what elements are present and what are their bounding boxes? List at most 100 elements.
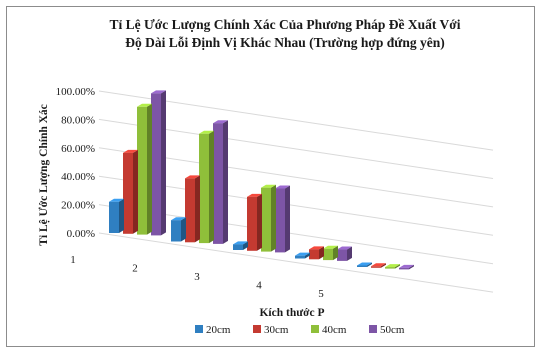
chart-svg: Tỉ Lệ Ước Lượng Chính Xác Của Phương Phá… — [37, 17, 494, 336]
bar-20cm-cat-5 — [357, 262, 372, 267]
x-tick-label: 3 — [194, 271, 200, 283]
bar-side — [367, 262, 372, 267]
bar-front — [151, 93, 161, 236]
bar-top — [185, 175, 200, 179]
bar-top — [213, 120, 228, 124]
bar-side — [271, 184, 276, 252]
bars — [109, 90, 414, 270]
bar-50cm-cat-1 — [151, 90, 166, 236]
bar-50cm-cat-2 — [213, 120, 228, 244]
chart-title-line-1: Tỉ Lệ Ước Lượng Chính Xác Của Phương Phá… — [109, 17, 460, 32]
bar-top — [233, 241, 248, 245]
y-tick-label: 20.00% — [61, 200, 95, 212]
bar-side — [305, 252, 310, 259]
bar-front — [199, 133, 209, 244]
legend: 20cm 30cm 40cm 50cm — [195, 324, 405, 336]
bar-front — [185, 178, 195, 243]
legend-item-30cm: 30cm — [253, 324, 289, 336]
legend-item-20cm: 20cm — [195, 324, 231, 336]
y-tick-label: 0.00% — [67, 228, 95, 240]
bar-30cm-cat-4 — [309, 246, 324, 260]
bar-20cm-cat-1 — [109, 198, 124, 233]
legend-swatch — [369, 325, 377, 333]
bar-30cm-cat-2 — [185, 175, 200, 243]
bar-front — [171, 220, 181, 242]
bar-side — [161, 90, 166, 236]
legend-item-50cm: 50cm — [369, 324, 405, 336]
bar-top — [109, 198, 124, 202]
bar-side — [119, 198, 124, 233]
bar-40cm-cat-4 — [323, 245, 338, 261]
x-tick-label: 4 — [256, 280, 262, 292]
bar-side — [209, 130, 214, 244]
legend-item-40cm: 40cm — [311, 324, 347, 336]
bar-40cm-cat-1 — [137, 103, 152, 235]
bar-front — [385, 267, 395, 269]
bar-front — [295, 255, 305, 259]
bar-50cm-cat-5 — [399, 264, 414, 270]
y-tick-labels: 0.00% 20.00% 40.00% 60.00% 80.00% 100.00% — [56, 86, 95, 240]
bar-top — [247, 193, 262, 197]
bar-front — [309, 249, 319, 260]
legend-swatch — [195, 325, 203, 333]
x-tick-label: 5 — [318, 288, 324, 300]
bar-front — [247, 196, 257, 251]
chart-frame: Tỉ Lệ Ước Lượng Chính Xác Của Phương Phá… — [6, 6, 535, 347]
bar-front — [109, 201, 119, 233]
bar-side — [243, 241, 248, 250]
bar-front — [261, 187, 271, 252]
bar-top — [199, 130, 214, 134]
bar-top — [171, 217, 186, 221]
bar-top — [261, 184, 276, 188]
x-tick-label: 1 — [70, 254, 76, 266]
legend-label: 40cm — [322, 324, 347, 336]
bar-40cm-cat-3 — [261, 184, 276, 252]
bar-side — [347, 246, 352, 261]
legend-swatch — [253, 325, 261, 333]
bar-front — [213, 123, 223, 244]
bar-front — [123, 152, 133, 234]
bar-20cm-cat-3 — [233, 241, 248, 250]
y-tick-label: 100.00% — [56, 86, 95, 98]
legend-label: 50cm — [380, 324, 405, 336]
bar-front — [399, 267, 409, 270]
bar-side — [181, 217, 186, 242]
bar-top — [337, 246, 352, 250]
bar-front — [233, 244, 243, 250]
bar-side — [333, 245, 338, 261]
bar-side — [147, 103, 152, 235]
bar-side — [257, 193, 262, 251]
bar-top — [151, 90, 166, 94]
bar-50cm-cat-3 — [275, 185, 290, 253]
bar-50cm-cat-4 — [337, 246, 352, 261]
bar-side — [319, 246, 324, 260]
bar-top — [323, 245, 338, 249]
bar-top — [137, 103, 152, 107]
y-tick-label: 80.00% — [61, 114, 95, 126]
bar-40cm-cat-5 — [385, 264, 400, 269]
gridline — [98, 232, 494, 293]
bar-top — [399, 264, 414, 268]
bar-front — [337, 249, 347, 261]
x-tick-label: 2 — [132, 263, 138, 275]
bar-top — [371, 263, 386, 267]
bar-top — [295, 252, 310, 256]
bar-side — [133, 149, 138, 234]
bar-front — [357, 265, 367, 267]
bar-30cm-cat-3 — [247, 193, 262, 251]
bar-top — [309, 246, 324, 250]
y-axis-label: Tỉ Lệ Ước Lượng Chính Xác — [37, 104, 50, 246]
legend-label: 20cm — [206, 324, 231, 336]
bar-top — [275, 185, 290, 189]
bar-side — [381, 263, 386, 268]
bar-front — [275, 188, 285, 253]
bar-front — [137, 106, 147, 235]
bar-side — [195, 175, 200, 243]
x-tick-labels: 1 2 3 4 5 — [70, 254, 324, 300]
bar-30cm-cat-1 — [123, 149, 138, 234]
y-tick-label: 60.00% — [61, 143, 95, 155]
bar-top — [123, 149, 138, 153]
legend-swatch — [311, 325, 319, 333]
bar-top — [385, 264, 400, 268]
bar-side — [285, 185, 290, 253]
